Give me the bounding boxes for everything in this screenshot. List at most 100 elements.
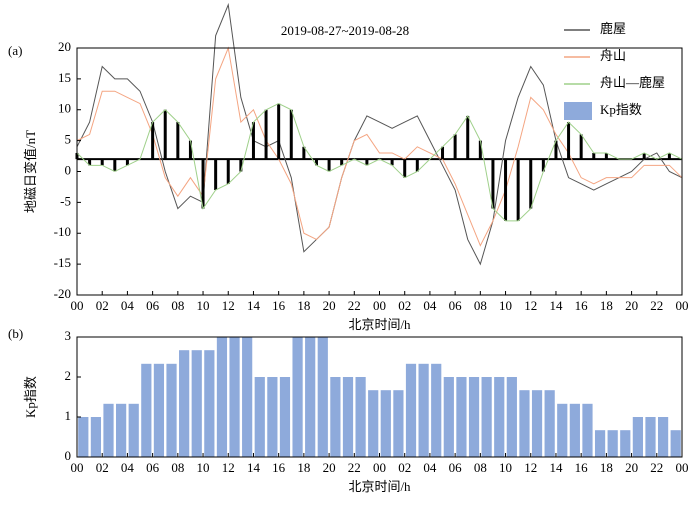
x-tick-label: 04 bbox=[121, 298, 135, 313]
x-tick-label: 08 bbox=[474, 298, 487, 313]
series-line bbox=[76, 2, 683, 266]
kp-bar bbox=[242, 337, 253, 457]
x-tick-label: 14 bbox=[549, 460, 563, 475]
y-tick-label: -10 bbox=[54, 224, 71, 239]
x-tick-label: 00 bbox=[71, 298, 84, 313]
y-tick-label: 1 bbox=[65, 408, 72, 423]
kp-bar bbox=[506, 377, 517, 457]
y-tick-label: -5 bbox=[60, 193, 71, 208]
y-axis-label: Kp指数 bbox=[23, 376, 38, 418]
kp-bar bbox=[393, 390, 404, 457]
kp-bar bbox=[90, 417, 102, 457]
x-tick-label: 12 bbox=[222, 460, 235, 475]
x-tick-label: 14 bbox=[247, 460, 261, 475]
x-tick-label: 04 bbox=[423, 460, 437, 475]
chart-title: 2019-08-27~2019-08-28 bbox=[281, 23, 409, 38]
x-tick-label: 12 bbox=[524, 460, 537, 475]
kp-bar bbox=[355, 377, 366, 457]
x-tick-label: 18 bbox=[297, 460, 310, 475]
x-tick-label: 20 bbox=[323, 460, 336, 475]
x-tick-label: 02 bbox=[96, 298, 109, 313]
y-tick-label: 0 bbox=[65, 162, 72, 177]
kp-bar bbox=[368, 390, 379, 457]
x-tick-label: 00 bbox=[71, 460, 84, 475]
kp-bar bbox=[166, 363, 177, 457]
kp-bar bbox=[141, 363, 152, 457]
kp-bar bbox=[191, 350, 202, 457]
kp-bar bbox=[380, 390, 391, 457]
y-tick-label: -15 bbox=[54, 255, 71, 270]
kp-bar bbox=[443, 377, 454, 457]
y-tick-label: -20 bbox=[54, 286, 71, 301]
kp-bar bbox=[103, 403, 114, 457]
x-tick-label: 20 bbox=[625, 460, 638, 475]
x-tick-label: 10 bbox=[499, 298, 512, 313]
x-tick-label: 06 bbox=[146, 460, 160, 475]
kp-bar bbox=[116, 403, 127, 457]
x-tick-label: 02 bbox=[398, 460, 411, 475]
kp-bar bbox=[620, 430, 631, 457]
kp-bar bbox=[670, 430, 681, 457]
x-tick-label: 16 bbox=[575, 298, 589, 313]
x-tick-label: 16 bbox=[272, 298, 286, 313]
x-tick-label: 14 bbox=[247, 298, 261, 313]
x-tick-label: 00 bbox=[676, 298, 689, 313]
x-tick-label: 18 bbox=[600, 460, 613, 475]
kp-bar bbox=[279, 377, 291, 457]
kp-bar bbox=[267, 377, 278, 457]
y-tick-label: 2 bbox=[65, 368, 72, 383]
kp-bar bbox=[153, 363, 165, 457]
kp-bar bbox=[216, 337, 228, 457]
legend-label: 鹿屋 bbox=[600, 21, 626, 36]
x-tick-label: 06 bbox=[449, 460, 463, 475]
x-axis-label: 北京时间/h bbox=[348, 317, 411, 332]
kp-bar bbox=[519, 390, 530, 457]
x-tick-label: 22 bbox=[348, 298, 361, 313]
kp-bar bbox=[292, 337, 303, 457]
x-tick-label: 08 bbox=[171, 298, 184, 313]
y-tick-label: 10 bbox=[58, 101, 71, 116]
kp-bar bbox=[179, 350, 190, 457]
x-tick-label: 06 bbox=[449, 298, 463, 313]
kp-bar bbox=[431, 363, 442, 457]
legend-label: Kp指数 bbox=[600, 102, 642, 117]
kp-bar bbox=[607, 430, 618, 457]
kp-bar bbox=[254, 377, 265, 457]
kp-bar bbox=[544, 390, 555, 457]
kp-bar bbox=[645, 417, 656, 457]
x-tick-label: 10 bbox=[197, 460, 210, 475]
plot-frame bbox=[76, 47, 683, 296]
x-tick-label: 10 bbox=[499, 460, 512, 475]
x-tick-label: 14 bbox=[549, 298, 563, 313]
kp-bar bbox=[481, 377, 492, 457]
legend-label: 舟山—鹿屋 bbox=[600, 75, 665, 90]
x-tick-label: 02 bbox=[96, 460, 109, 475]
kp-bar bbox=[305, 337, 316, 457]
panel-label: (b) bbox=[8, 326, 23, 341]
y-tick-label: 5 bbox=[65, 132, 72, 147]
x-tick-label: 00 bbox=[373, 460, 386, 475]
kp-bar bbox=[317, 337, 328, 457]
series-line bbox=[76, 46, 683, 247]
kp-bar bbox=[494, 377, 505, 457]
kp-bar bbox=[657, 417, 669, 457]
x-tick-label: 18 bbox=[600, 298, 613, 313]
y-axis-label: 地磁日变值/nT bbox=[23, 130, 38, 213]
x-axis-label: 北京时间/h bbox=[348, 479, 411, 494]
x-tick-label: 22 bbox=[650, 460, 663, 475]
kp-bar bbox=[229, 337, 240, 457]
y-tick-label: 15 bbox=[58, 70, 71, 85]
kp-bar bbox=[128, 403, 139, 457]
x-tick-label: 04 bbox=[121, 460, 135, 475]
legend-swatch bbox=[564, 102, 592, 120]
x-tick-label: 02 bbox=[398, 298, 411, 313]
x-tick-label: 20 bbox=[323, 298, 336, 313]
kp-bar bbox=[531, 390, 543, 457]
x-tick-label: 04 bbox=[423, 298, 437, 313]
x-tick-label: 12 bbox=[524, 298, 537, 313]
series-line bbox=[76, 103, 683, 222]
kp-bar bbox=[418, 363, 429, 457]
legend-label: 舟山 bbox=[600, 48, 626, 63]
kp-bar bbox=[342, 377, 354, 457]
